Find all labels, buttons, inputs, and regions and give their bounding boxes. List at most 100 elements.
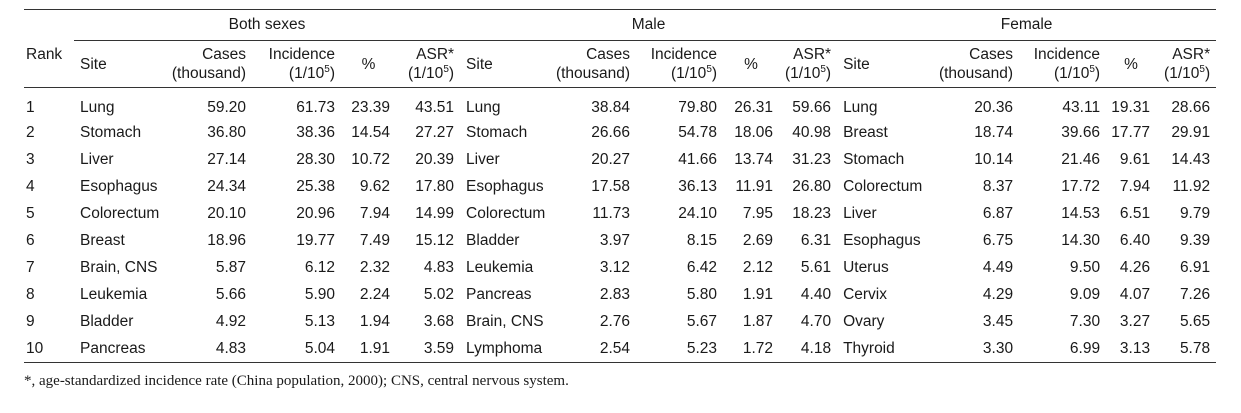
both-pct-cell: 1.91 — [341, 335, 396, 363]
table-row: 2 Stomach 36.80 38.36 14.54 27.27 Stomach 26.66… — [24, 119, 1216, 146]
male-incidence-cell: 24.10 — [678, 204, 718, 222]
male-site-cell: Colorectum — [466, 204, 546, 222]
both-pct-cell: 2.24 — [359, 285, 390, 303]
both-site-cell: Liver — [80, 150, 114, 168]
both-pct-cell: 14.54 — [351, 123, 390, 141]
male-asr-cell: 4.40 — [800, 285, 832, 303]
female-asr-cell: 5.78 — [1156, 335, 1217, 363]
male-incidence-cell: 79.80 — [678, 98, 718, 116]
column-header-site: Site — [460, 40, 554, 88]
female-pct-cell: 3.27 — [1119, 312, 1151, 330]
male-incidence-cell: 36.13 — [678, 177, 718, 195]
table-row: 8 Leukemia 5.66 5.90 2.24 5.02 Pancreas 2.83 5.8… — [24, 281, 1216, 308]
male-cases-cell: 26.66 — [591, 123, 631, 141]
both-site-cell: Breast — [80, 231, 125, 249]
rank-cell: 3 — [26, 150, 35, 168]
female-site-cell: Breast — [843, 123, 888, 141]
column-header-incidence: Incidence (1/105) — [636, 40, 724, 88]
male-cases-cell: 2.76 — [599, 312, 631, 330]
male-site-cell: Pancreas — [466, 285, 532, 303]
column-header-asr: ASR* (1/105) — [779, 40, 838, 88]
female-incidence-cell: 7.30 — [1069, 312, 1101, 330]
female-site-cell: Liver — [843, 204, 877, 222]
male-asr-cell: 18.23 — [792, 204, 832, 222]
both-site-cell: Stomach — [80, 123, 142, 141]
male-site-cell: Liver — [466, 150, 500, 168]
male-site-cell: Stomach — [466, 123, 528, 141]
female-site-cell: Thyroid — [837, 335, 939, 363]
female-incidence-cell: 6.99 — [1019, 335, 1107, 363]
column-header-site: Site — [837, 40, 939, 88]
male-pct-cell: 13.74 — [734, 150, 774, 168]
male-pct-cell: 11.91 — [735, 177, 774, 195]
male-asr-cell: 5.61 — [800, 258, 832, 276]
both-incidence-cell: 25.38 — [296, 177, 335, 195]
both-incidence-cell: 61.73 — [296, 98, 335, 116]
male-pct-cell: 18.06 — [734, 123, 774, 141]
male-site-cell: Esophagus — [466, 177, 544, 195]
both-incidence-cell: 5.13 — [304, 312, 335, 330]
female-incidence-cell: 14.30 — [1061, 231, 1101, 249]
column-header-percent: % — [723, 40, 780, 88]
male-asr-cell: 40.98 — [792, 123, 832, 141]
both-asr-cell: 3.59 — [396, 335, 461, 363]
both-asr-cell: 5.02 — [423, 285, 455, 303]
female-pct-cell: 19.31 — [1111, 98, 1151, 116]
female-site-cell: Esophagus — [843, 231, 921, 249]
female-pct-cell: 6.51 — [1119, 204, 1151, 222]
female-pct-cell: 7.94 — [1119, 177, 1151, 195]
female-incidence-cell: 39.66 — [1061, 123, 1101, 141]
both-incidence-cell: 20.96 — [296, 204, 335, 222]
rank-header: Rank — [24, 9, 74, 88]
column-header-percent: % — [341, 40, 396, 88]
column-header-row: Site Cases (thousand) Incidence (1/105)% ASR*… — [24, 40, 1217, 88]
female-site-cell: Cervix — [843, 285, 887, 303]
both-cases-cell: 24.34 — [207, 177, 246, 195]
both-site-cell: Leukemia — [80, 285, 148, 303]
male-site-cell: Lymphoma — [460, 335, 554, 363]
female-incidence-cell: 9.09 — [1069, 285, 1101, 303]
both-incidence-cell: 6.12 — [304, 258, 335, 276]
male-pct-cell: 1.87 — [742, 312, 774, 330]
both-incidence-cell: 19.77 — [296, 231, 335, 249]
male-cases-cell: 11.73 — [592, 204, 631, 222]
male-pct-cell: 7.95 — [742, 204, 774, 222]
footnote: *, age-standardized incidence rate (Chin… — [24, 373, 569, 389]
male-pct-cell: 1.91 — [742, 285, 774, 303]
rank-cell: 9 — [26, 312, 35, 330]
male-pct-cell: 2.69 — [742, 231, 774, 249]
female-pct-cell: 3.13 — [1106, 335, 1157, 363]
female-cases-cell: 6.87 — [982, 204, 1014, 222]
female-pct-cell: 17.77 — [1111, 123, 1151, 141]
female-site-cell: Colorectum — [843, 177, 923, 195]
column-header-asr: ASR* (1/105) — [396, 40, 461, 88]
male-cases-cell: 38.84 — [591, 98, 631, 116]
both-asr-cell: 27.27 — [415, 123, 455, 141]
female-cases-cell: 4.29 — [982, 285, 1014, 303]
rank-cell: 6 — [26, 231, 35, 249]
column-header-cases: Cases (thousand) — [553, 40, 637, 88]
female-pct-cell: 6.40 — [1119, 231, 1151, 249]
both-pct-cell: 7.49 — [359, 231, 390, 249]
female-asr-cell: 9.79 — [1179, 204, 1211, 222]
both-site-cell: Brain, CNS — [80, 258, 158, 276]
male-cases-cell: 17.58 — [591, 177, 631, 195]
table-row: 4 Esophagus 24.34 25.38 9.62 17.80 Esophagus 17… — [24, 173, 1216, 200]
both-pct-cell: 1.94 — [359, 312, 390, 330]
male-asr-cell: 59.66 — [792, 98, 832, 116]
male-incidence-cell: 5.23 — [636, 335, 724, 363]
table-row: 7 Brain, CNS 5.87 6.12 2.32 4.83 Leukemia 3.12 6… — [24, 254, 1216, 281]
male-cases-cell: 2.54 — [553, 335, 637, 363]
group-header-female: Female — [837, 9, 1217, 41]
rank-cell: 8 — [26, 285, 35, 303]
table-row: 9 Bladder 4.92 5.13 1.94 3.68 Brain, CNS 2.76 5.… — [24, 308, 1216, 335]
female-incidence-cell: 9.50 — [1069, 258, 1101, 276]
male-asr-cell: 4.18 — [779, 335, 838, 363]
both-incidence-cell: 5.04 — [252, 335, 341, 363]
female-pct-cell: 4.26 — [1119, 258, 1151, 276]
both-cases-cell: 5.66 — [215, 285, 246, 303]
male-cases-cell: 3.97 — [599, 231, 631, 249]
column-header-site: Site — [74, 40, 169, 88]
group-header-both-sexes: Both sexes — [74, 9, 461, 41]
female-site-cell: Stomach — [843, 150, 905, 168]
